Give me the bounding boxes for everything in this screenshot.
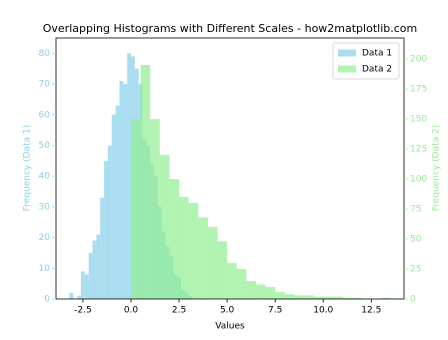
bar — [150, 119, 160, 299]
bar — [304, 295, 314, 299]
bar — [100, 197, 105, 299]
x-tick-label: 7.5 — [268, 306, 282, 316]
y-tick-label: 20 — [39, 233, 51, 243]
legend-swatch — [338, 65, 356, 73]
bar — [284, 294, 295, 299]
y-tick-label: 0 — [44, 295, 50, 305]
x-tick-label: 2.5 — [172, 306, 186, 316]
bar — [92, 240, 97, 299]
y-tick-label: 40 — [39, 172, 51, 182]
y-axis-label: Frequency (Data 1) — [23, 125, 33, 211]
legend-swatch — [338, 49, 356, 57]
bar — [127, 53, 131, 300]
x-tick-label: 0.0 — [124, 306, 139, 316]
bar — [275, 291, 285, 299]
y2-tick-label: 175 — [410, 85, 427, 95]
bar — [69, 292, 74, 299]
bar — [104, 160, 108, 299]
bar — [265, 287, 276, 299]
bar — [294, 295, 305, 299]
bar — [96, 234, 101, 299]
bar — [111, 114, 116, 299]
y2-tick-label: 0 — [410, 295, 416, 305]
bar — [332, 296, 343, 299]
plot-frame — [55, 37, 405, 300]
bar — [88, 252, 93, 299]
bar — [80, 271, 85, 299]
bar — [323, 296, 333, 299]
y-tick-label: 80 — [39, 49, 51, 59]
y-tick-label: 30 — [39, 202, 51, 212]
legend-label: Data 2 — [362, 65, 392, 75]
bar — [246, 281, 256, 299]
chart-title: Overlapping Histograms with Different Sc… — [43, 22, 417, 35]
bar — [119, 80, 124, 299]
bar — [313, 296, 324, 299]
y-tick-label: 50 — [39, 141, 51, 151]
bar — [380, 297, 391, 299]
y2-tick-label: 75 — [410, 205, 421, 215]
y-tick-label: 60 — [39, 110, 51, 120]
x-axis-label: Values — [215, 322, 245, 332]
y2-tick-label: 125 — [410, 145, 427, 155]
bar — [227, 263, 237, 299]
bar — [159, 155, 170, 299]
bar — [207, 227, 218, 299]
y2-axis-label: Frequency (Data 2) — [432, 125, 442, 211]
bar — [255, 284, 266, 299]
y2-tick-label: 100 — [410, 175, 427, 185]
bar — [130, 119, 141, 299]
bar — [115, 105, 120, 299]
bar — [107, 145, 112, 299]
bar — [236, 269, 247, 299]
bar — [188, 203, 199, 299]
x-tick-label: 5.0 — [220, 306, 235, 316]
bar — [198, 217, 208, 299]
x-tick-label: 12.5 — [361, 306, 381, 316]
y-tick-label: 10 — [39, 264, 51, 274]
x-tick-label: 10.0 — [313, 306, 333, 316]
x-tick-label: -2.5 — [74, 306, 92, 316]
bar — [77, 295, 81, 299]
bar — [169, 179, 180, 299]
legend-label: Data 1 — [362, 49, 392, 59]
bar — [352, 297, 362, 299]
y2-tick-label: 150 — [410, 115, 427, 125]
bar — [84, 274, 89, 299]
y-tick-label: 70 — [39, 80, 51, 90]
y2-tick-label: 25 — [410, 265, 421, 275]
bar — [123, 84, 128, 299]
bar — [342, 297, 353, 299]
bar — [217, 241, 228, 299]
y2-tick-label: 50 — [410, 235, 422, 245]
y2-tick-label: 200 — [410, 55, 427, 65]
bar — [140, 65, 151, 299]
bar — [179, 197, 189, 299]
